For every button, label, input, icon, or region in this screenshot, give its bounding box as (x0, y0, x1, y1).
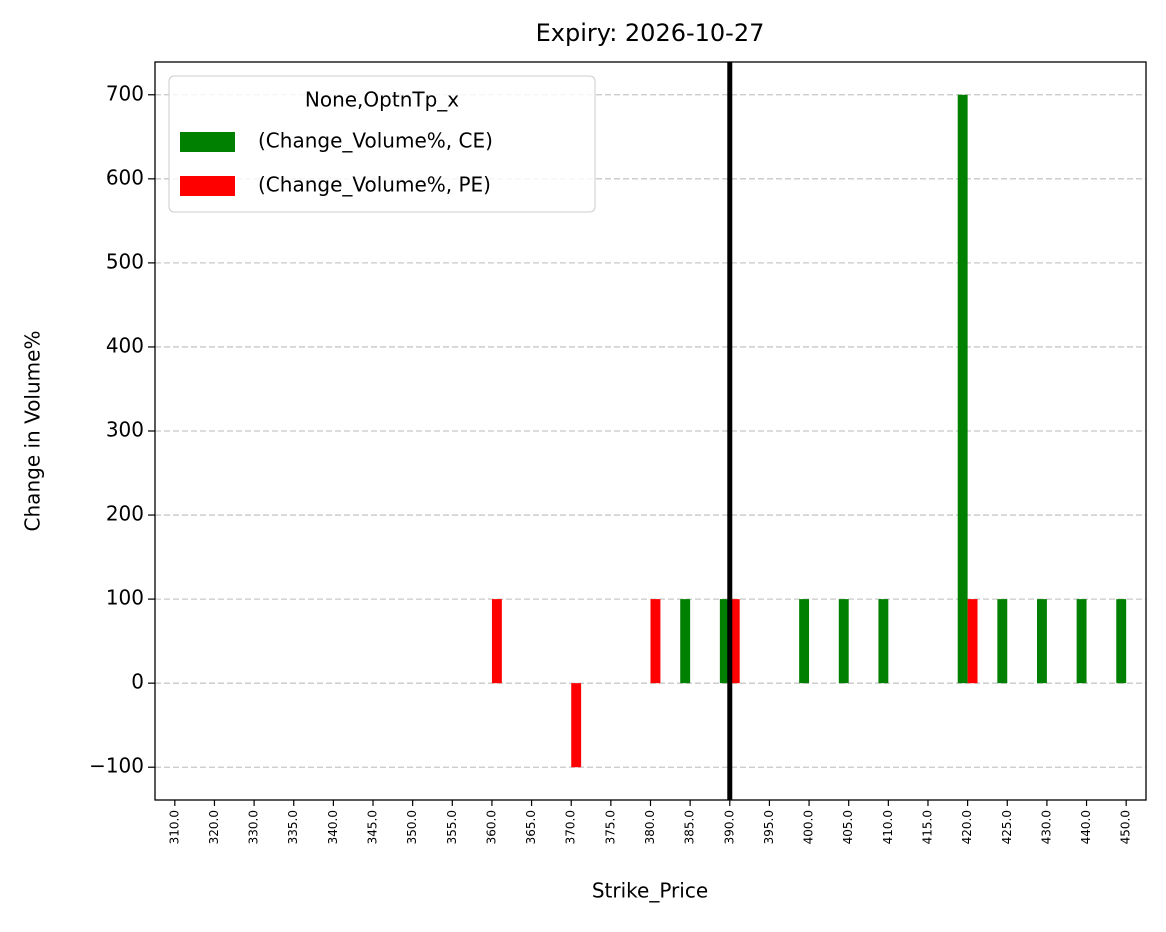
x-tick-label: 440.0 (1079, 810, 1093, 844)
x-tick-label: 310.0 (167, 810, 181, 844)
x-tick-label: 375.0 (603, 810, 617, 844)
bar (719, 599, 730, 684)
x-tick-label: 355.0 (445, 810, 459, 844)
bar (729, 599, 740, 684)
plot-frame (154, 61, 1147, 801)
legend-label: (Change_Volume%, CE) (258, 129, 493, 153)
bar (997, 599, 1008, 684)
y-tick-label: 0 (131, 670, 144, 694)
x-tick-label: 415.0 (920, 810, 934, 844)
x-tick-label: 345.0 (366, 810, 380, 844)
legend-swatch (180, 176, 235, 196)
bar (957, 94, 968, 684)
bar (571, 683, 582, 768)
x-tick-label: 405.0 (841, 810, 855, 844)
x-tick-label: 425.0 (1000, 810, 1014, 844)
x-tick-label: 400.0 (802, 810, 816, 844)
x-tick-label: 380.0 (643, 810, 657, 844)
bar (491, 599, 502, 684)
y-tick-label: 100 (106, 586, 144, 610)
y-tick-label: 400 (106, 333, 144, 357)
x-tick-label: 360.0 (484, 810, 498, 844)
x-tick-label: 385.0 (683, 810, 697, 844)
y-tick-label: 600 (106, 165, 144, 189)
x-tick-label: 330.0 (247, 810, 261, 844)
y-tick-label: 700 (106, 81, 144, 105)
x-tick-label: 395.0 (762, 810, 776, 844)
bar (650, 599, 661, 684)
bar (1036, 599, 1047, 684)
x-tick-label: 420.0 (960, 810, 974, 844)
y-tick-label: −100 (89, 754, 144, 778)
x-tick-label: 320.0 (207, 810, 221, 844)
legend-title: None,OptnTp_x (305, 88, 459, 112)
legend: None,OptnTp_x (Change_Volume%, CE) (Change… (168, 75, 596, 213)
x-tick-label: 390.0 (722, 810, 736, 844)
x-tick-label: 430.0 (1039, 810, 1053, 844)
x-tick-label: 370.0 (564, 810, 578, 844)
y-tick-label: 500 (106, 249, 144, 273)
bar (799, 599, 810, 684)
y-tick-label: 300 (106, 418, 144, 442)
y-axis-label: Change in Volume% (21, 331, 45, 532)
x-tick-label: 365.0 (524, 810, 538, 844)
x-tick-label: 350.0 (405, 810, 419, 844)
x-axis-label: Strike_Price (592, 879, 708, 903)
bar (680, 599, 691, 684)
x-tick-label: 450.0 (1119, 810, 1133, 844)
legend-box (168, 75, 596, 213)
bar (878, 599, 889, 684)
x-tick-label: 340.0 (326, 810, 340, 844)
bar (967, 599, 978, 684)
x-tick-label: 335.0 (286, 810, 300, 844)
y-tick-label: 200 (106, 502, 144, 526)
bar (1076, 599, 1087, 684)
x-tick-label: 410.0 (881, 810, 895, 844)
legend-swatch (180, 132, 235, 152)
chart-title: Expiry: 2026-10-27 (536, 19, 765, 47)
legend-label: (Change_Volume%, PE) (258, 173, 491, 197)
bar (1116, 599, 1127, 684)
bar (838, 599, 849, 684)
